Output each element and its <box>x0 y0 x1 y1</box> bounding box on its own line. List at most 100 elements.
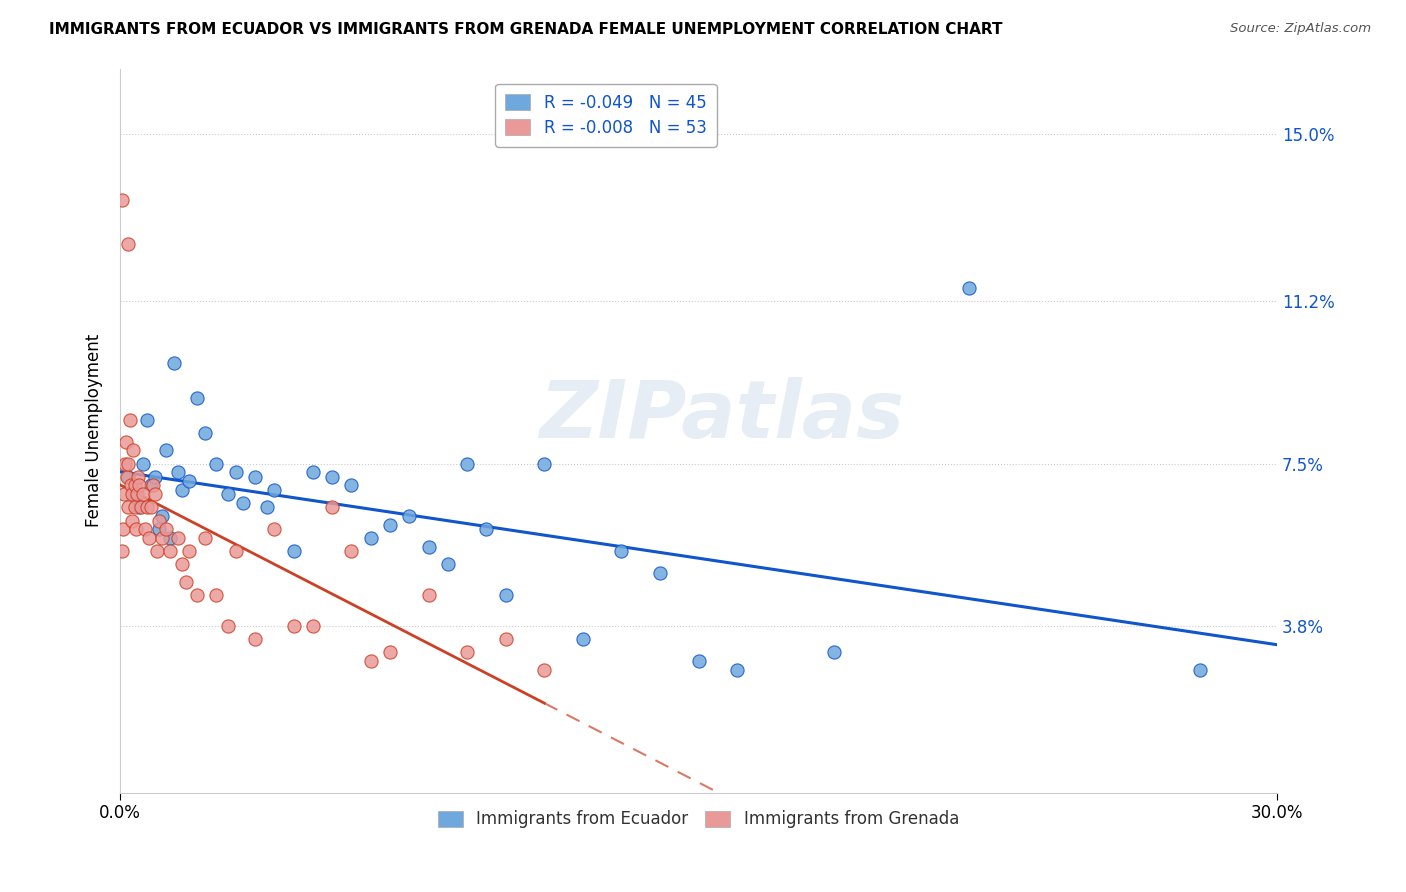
Point <box>125 522 148 536</box>
Point <box>124 487 146 501</box>
Point <box>142 478 165 492</box>
Text: IMMIGRANTS FROM ECUADOR VS IMMIGRANTS FROM GRENADA FEMALE UNEMPLOYMENT CORRELATI: IMMIGRANTS FROM ECUADOR VS IMMIGRANTS FR… <box>49 22 1002 37</box>
Point <box>117 500 139 515</box>
Point <box>360 531 382 545</box>
Point <box>121 514 143 528</box>
Point <box>166 465 188 479</box>
Point <box>418 540 440 554</box>
Point <box>301 619 323 633</box>
Point <box>456 457 478 471</box>
Point <box>263 483 285 497</box>
Point <box>256 500 278 515</box>
Point <box>688 654 710 668</box>
Point <box>263 522 285 536</box>
Point <box>120 478 142 492</box>
Point <box>232 496 254 510</box>
Point <box>152 509 174 524</box>
Point <box>610 544 633 558</box>
Point <box>139 478 162 492</box>
Point <box>111 544 134 558</box>
Point <box>823 645 845 659</box>
Point <box>179 474 201 488</box>
Point <box>648 566 671 581</box>
Point <box>301 465 323 479</box>
Point <box>533 663 555 677</box>
Point <box>1188 663 1211 677</box>
Point <box>129 500 152 515</box>
Point <box>321 469 343 483</box>
Point <box>122 443 145 458</box>
Point <box>186 391 208 405</box>
Point <box>132 487 155 501</box>
Point <box>533 457 555 471</box>
Point <box>217 487 239 501</box>
Legend: Immigrants from Ecuador, Immigrants from Grenada: Immigrants from Ecuador, Immigrants from… <box>432 804 966 835</box>
Point <box>360 654 382 668</box>
Point <box>112 487 135 501</box>
Point <box>194 531 217 545</box>
Point <box>124 478 146 492</box>
Point <box>957 281 980 295</box>
Point <box>217 619 239 633</box>
Point <box>725 663 748 677</box>
Point <box>136 412 159 426</box>
Point <box>155 443 177 458</box>
Point <box>148 514 170 528</box>
Point <box>225 544 247 558</box>
Point <box>138 531 160 545</box>
Point <box>225 465 247 479</box>
Point <box>148 522 170 536</box>
Point <box>159 531 181 545</box>
Point <box>418 588 440 602</box>
Y-axis label: Female Unemployment: Female Unemployment <box>86 334 103 527</box>
Point <box>143 487 166 501</box>
Point <box>205 457 228 471</box>
Point <box>117 237 139 252</box>
Point <box>128 500 150 515</box>
Point <box>132 457 155 471</box>
Point <box>118 412 141 426</box>
Point <box>114 457 136 471</box>
Point <box>475 522 498 536</box>
Point <box>283 544 305 558</box>
Point <box>205 588 228 602</box>
Point <box>124 500 146 515</box>
Point <box>378 518 401 533</box>
Point <box>170 558 193 572</box>
Point <box>243 469 266 483</box>
Point <box>115 469 138 483</box>
Point <box>112 522 135 536</box>
Point <box>139 500 162 515</box>
Point <box>340 544 363 558</box>
Text: Source: ZipAtlas.com: Source: ZipAtlas.com <box>1230 22 1371 36</box>
Point <box>166 531 188 545</box>
Point <box>143 469 166 483</box>
Text: ZIPatlas: ZIPatlas <box>540 377 904 455</box>
Point <box>186 588 208 602</box>
Point <box>114 434 136 449</box>
Point <box>243 632 266 646</box>
Point <box>194 425 217 440</box>
Point <box>340 478 363 492</box>
Point <box>378 645 401 659</box>
Point <box>179 544 201 558</box>
Point <box>495 632 517 646</box>
Point <box>398 509 420 524</box>
Point <box>174 574 197 589</box>
Point <box>117 469 139 483</box>
Point <box>159 544 181 558</box>
Point <box>117 457 139 471</box>
Point <box>134 522 156 536</box>
Point <box>127 487 149 501</box>
Point <box>127 469 149 483</box>
Point <box>128 478 150 492</box>
Point <box>121 487 143 501</box>
Point <box>170 483 193 497</box>
Point <box>456 645 478 659</box>
Point <box>321 500 343 515</box>
Point <box>136 500 159 515</box>
Point <box>283 619 305 633</box>
Point <box>152 531 174 545</box>
Point <box>145 544 167 558</box>
Point <box>572 632 595 646</box>
